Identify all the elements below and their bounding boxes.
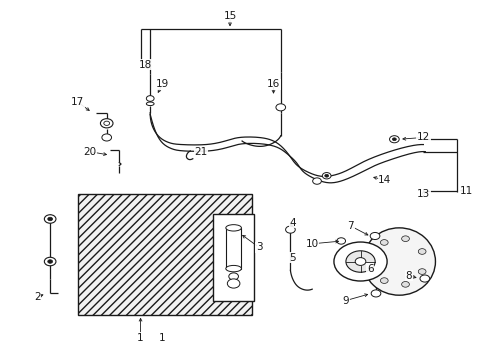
Text: 11: 11: [459, 186, 472, 195]
Text: 15: 15: [223, 11, 236, 21]
Text: 21: 21: [194, 147, 207, 157]
Text: 20: 20: [83, 147, 96, 157]
Circle shape: [324, 174, 328, 177]
Text: 19: 19: [155, 79, 168, 89]
Text: 18: 18: [139, 60, 152, 70]
Ellipse shape: [362, 228, 435, 295]
Circle shape: [345, 251, 374, 272]
Circle shape: [417, 269, 425, 274]
Circle shape: [368, 267, 379, 275]
Text: 8: 8: [405, 271, 411, 281]
Circle shape: [103, 121, 109, 125]
Circle shape: [285, 226, 295, 233]
Text: 1: 1: [159, 333, 165, 343]
Circle shape: [44, 257, 56, 266]
Text: 4: 4: [289, 217, 296, 228]
Circle shape: [336, 238, 345, 244]
Circle shape: [333, 242, 386, 281]
Bar: [225, 228, 241, 269]
Circle shape: [102, 134, 111, 141]
Circle shape: [371, 270, 376, 273]
Circle shape: [228, 273, 238, 280]
Circle shape: [392, 138, 395, 141]
Circle shape: [370, 290, 380, 297]
Text: 12: 12: [416, 132, 429, 143]
Text: 14: 14: [377, 175, 390, 185]
Circle shape: [227, 279, 240, 288]
Circle shape: [44, 215, 56, 223]
Text: 7: 7: [347, 221, 353, 231]
Circle shape: [354, 258, 365, 265]
Bar: [213, 214, 254, 301]
Text: 5: 5: [289, 253, 296, 263]
Circle shape: [389, 136, 398, 143]
Text: 1: 1: [137, 333, 143, 343]
Circle shape: [275, 104, 285, 111]
Circle shape: [48, 217, 53, 221]
Circle shape: [380, 240, 387, 245]
Ellipse shape: [225, 225, 241, 231]
Circle shape: [48, 260, 53, 263]
Ellipse shape: [225, 265, 241, 272]
Bar: [78, 194, 251, 315]
Text: 3: 3: [255, 242, 262, 252]
Text: 2: 2: [34, 292, 41, 302]
Circle shape: [322, 172, 330, 179]
Text: 6: 6: [366, 264, 373, 274]
Text: 9: 9: [342, 296, 348, 306]
Circle shape: [146, 96, 154, 101]
Circle shape: [401, 282, 408, 287]
Text: 17: 17: [71, 97, 84, 107]
Ellipse shape: [146, 102, 154, 105]
Circle shape: [380, 278, 387, 283]
Text: 16: 16: [266, 79, 280, 89]
Circle shape: [417, 249, 425, 254]
Circle shape: [369, 233, 379, 239]
Circle shape: [419, 275, 429, 282]
Text: 10: 10: [305, 239, 318, 249]
Circle shape: [401, 236, 408, 242]
Circle shape: [312, 178, 321, 184]
Text: 13: 13: [416, 189, 429, 199]
Circle shape: [100, 119, 113, 128]
